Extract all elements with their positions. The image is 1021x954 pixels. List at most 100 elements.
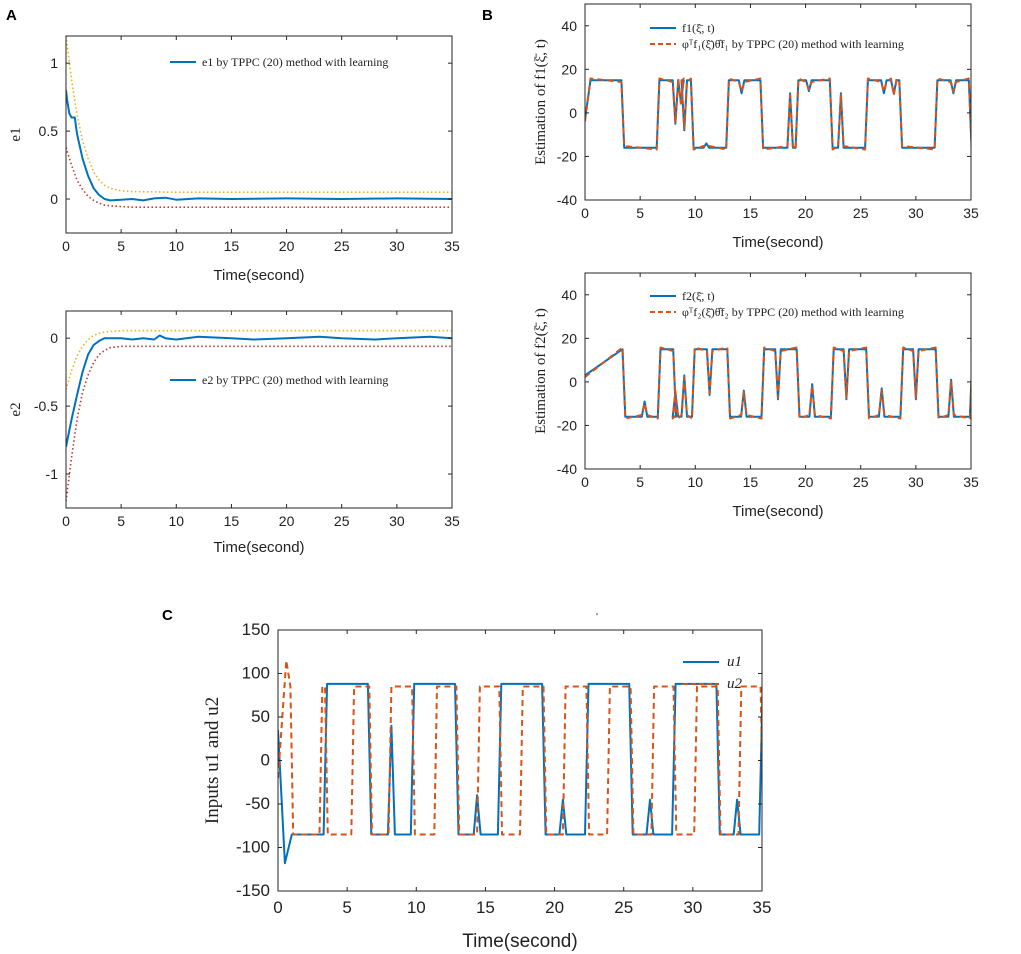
x-tick-label: 20 [798, 205, 814, 221]
y-axis-label: Inputs u1 and u2 [202, 697, 223, 824]
x-tick-label: 15 [224, 513, 240, 529]
x-tick-label: 20 [279, 513, 295, 529]
chart-inputs: u1 u2 0 5 10 15 20 25 30 35 -150 -100 -50 0 50 100 150 Ti… [202, 620, 771, 952]
chart-f1-estimation: f1(ξ̄, t) φᵀf₁(ξ̄)θ̂f₁ by TPPC (20) metho… [533, 3, 979, 251]
x-tick-label: 5 [636, 474, 644, 490]
x-tick-label: 10 [687, 205, 703, 221]
x-tick-label: 25 [614, 898, 633, 917]
panel-letter-c: C [162, 607, 173, 624]
y-tick-label: -20 [557, 417, 577, 433]
plot-frame [584, 3, 972, 201]
plot-frame [584, 272, 972, 470]
x-tick-label: 20 [545, 898, 564, 917]
y-axis-label: e2 [8, 402, 24, 416]
x-tick-label: 0 [581, 474, 589, 490]
x-tick-label: 15 [476, 898, 495, 917]
legend-label: φᵀf₂(ξ̄)θ̂f₂ by TPPC (20) method with le… [682, 305, 904, 319]
y-tick-label: 1 [50, 55, 58, 71]
tracking-error-line [66, 90, 452, 202]
x-tick-label: 0 [581, 205, 589, 221]
estimate-line [585, 346, 971, 420]
x-tick-label: 5 [117, 513, 125, 529]
x-tick-label: 5 [117, 238, 125, 254]
x-tick-label: 35 [963, 474, 979, 490]
x-tick-label: 30 [683, 898, 702, 917]
stray-mark: ' [596, 612, 598, 623]
x-tick-label: 30 [389, 238, 405, 254]
y-tick-label: 0.5 [39, 123, 59, 139]
y-tick-label: -50 [245, 794, 270, 813]
upper-bound-line [66, 329, 452, 391]
x-tick-label: 10 [407, 898, 426, 917]
y-tick-label: 0 [569, 374, 577, 390]
plot-area [278, 659, 762, 865]
y-tick-label: -40 [557, 192, 577, 208]
y-tick-label: 40 [561, 287, 577, 303]
plot-area [66, 36, 452, 208]
legend-label: f1(ξ̄, t) [682, 21, 715, 35]
y-tick-label: -20 [557, 148, 577, 164]
legend-label: φᵀf₁(ξ̄)θ̂f₁ by TPPC (20) method with le… [682, 37, 904, 51]
y-tick-label: -40 [557, 461, 577, 477]
legend-label: e1 by TPPC (20) method with learning [202, 55, 388, 69]
plot-area [66, 329, 452, 502]
function-line [585, 79, 971, 149]
x-tick-label: 5 [342, 898, 351, 917]
x-tick-label: 30 [389, 513, 405, 529]
y-tick-label: 20 [561, 330, 577, 346]
upper-bound-line [66, 36, 452, 193]
y-axis-label: e1 [8, 127, 24, 141]
y-tick-label: 0 [50, 191, 58, 207]
y-tick-label: 0 [569, 105, 577, 121]
x-tick-label: 35 [963, 205, 979, 221]
plot-area [585, 346, 971, 420]
x-tick-label: 35 [444, 513, 460, 529]
lower-bound-line [66, 345, 452, 502]
y-tick-label: 0 [50, 330, 58, 346]
legend-label: f2(ξ̄, t) [682, 289, 715, 303]
x-axis-label: Time(second) [213, 267, 304, 284]
y-tick-label: -1 [46, 466, 59, 482]
y-tick-label: 100 [242, 664, 270, 683]
x-tick-label: 10 [168, 238, 184, 254]
x-tick-label: 0 [62, 513, 70, 529]
y-tick-label: -0.5 [34, 398, 58, 414]
plot-frame [65, 35, 453, 234]
panel-letter-b: B [482, 7, 493, 24]
x-tick-label: 30 [908, 205, 924, 221]
y-axis-label: Estimation of f1(ξ̄, t) [533, 39, 549, 165]
x-tick-label: 25 [853, 474, 869, 490]
y-tick-label: 20 [561, 61, 577, 77]
x-axis-label: Time(second) [213, 539, 304, 556]
y-axis-label: Estimation of f2(ξ̄, t) [533, 308, 549, 434]
x-tick-label: 20 [798, 474, 814, 490]
x-tick-label: 25 [853, 205, 869, 221]
x-tick-label: 5 [636, 205, 644, 221]
panel-letter-a: A [6, 7, 17, 24]
estimate-line [585, 77, 971, 151]
y-tick-label: 0 [261, 751, 270, 770]
x-tick-label: 0 [62, 238, 70, 254]
x-axis-label: Time(second) [732, 503, 823, 520]
y-tick-label: 50 [251, 707, 270, 726]
x-tick-label: 35 [753, 898, 772, 917]
y-tick-label: 150 [242, 620, 270, 639]
legend-label: e2 by TPPC (20) method with learning [202, 373, 388, 387]
x-tick-label: 25 [334, 513, 350, 529]
x-tick-label: 15 [224, 238, 240, 254]
x-tick-label: 10 [687, 474, 703, 490]
y-tick-label: -150 [236, 881, 270, 900]
x-tick-label: 30 [908, 474, 924, 490]
x-tick-label: 15 [743, 474, 759, 490]
y-tick-label: 40 [561, 18, 577, 34]
x-tick-label: 15 [743, 205, 759, 221]
x-tick-label: 10 [168, 513, 184, 529]
chart-e2: e2 by TPPC (20) method with learning 0 5 10… [8, 310, 460, 556]
plot-frame [277, 629, 763, 892]
legend-label: u1 [727, 654, 742, 670]
x-axis-label: Time(second) [732, 234, 823, 251]
y-tick-label: -100 [236, 838, 270, 857]
lower-bound-line [66, 147, 452, 208]
